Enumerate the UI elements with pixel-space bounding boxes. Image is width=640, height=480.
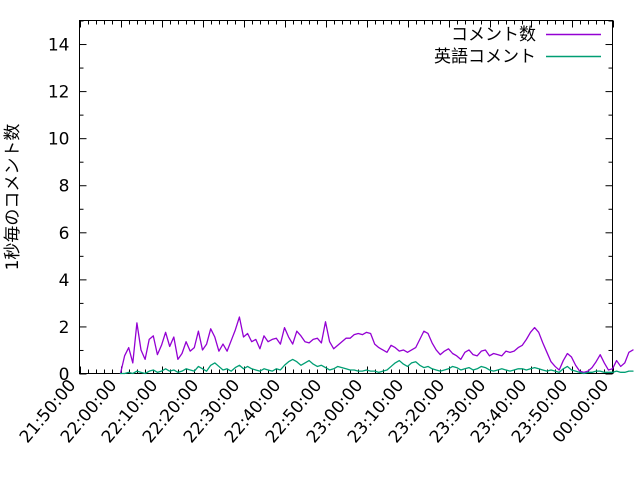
y-tick-label: 2 [59, 318, 70, 338]
plot-border [79, 20, 613, 374]
legend-label-english-comment: 英語コメント [434, 47, 536, 67]
y-axis-title: 1秒毎のコメント数 [3, 124, 23, 271]
y-tick-label: 8 [59, 177, 70, 197]
y-tick-label: 4 [59, 271, 70, 291]
y-tick-label: 12 [48, 83, 70, 103]
data-series-layer [119, 316, 634, 375]
y-tick-label: 0 [59, 365, 70, 385]
y-axis-ticks [79, 20, 613, 375]
series-line-comment-count [119, 316, 634, 375]
y-tick-label: 10 [48, 130, 70, 150]
legend-label-comment-count: コメント数 [451, 25, 536, 45]
y-tick-label: 6 [59, 224, 70, 244]
chart-legend: コメント数 英語コメント [434, 25, 601, 67]
series-line-english-comment [119, 358, 634, 375]
y-tick-label: 14 [48, 36, 70, 56]
y-axis-tick-labels: 0 2 4 6 8 10 12 14 [48, 36, 70, 385]
